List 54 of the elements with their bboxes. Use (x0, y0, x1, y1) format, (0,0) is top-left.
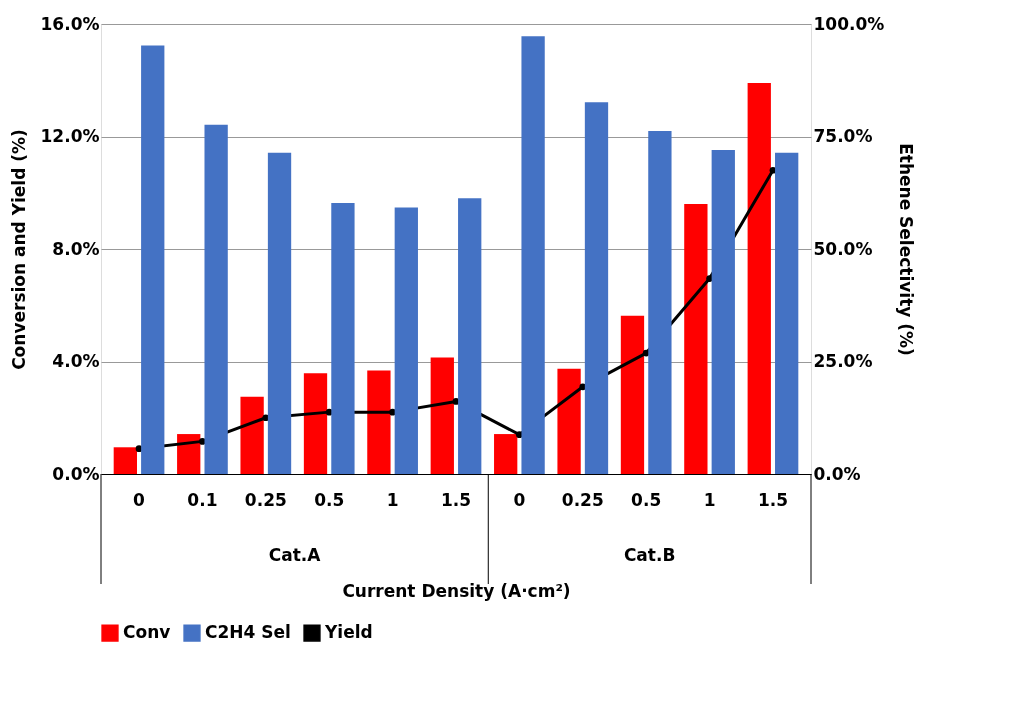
y-tick-label: 16.0% (40, 13, 100, 34)
x-tick-label: 1.5 (757, 489, 789, 510)
bar (303, 373, 328, 474)
point (452, 398, 460, 405)
legend-label: Conv (123, 622, 171, 643)
y2-tick-label: 50.0% (813, 238, 873, 259)
x-tick-label: 0.25 (561, 489, 604, 510)
x-tick-label: 0.1 (187, 489, 218, 510)
point (389, 408, 396, 416)
bar (331, 203, 355, 474)
bar (557, 368, 581, 474)
y-tick-label: 4.0% (52, 351, 100, 371)
bar (458, 198, 482, 474)
x-tick-label: 1 (703, 489, 716, 510)
bar (367, 370, 391, 474)
bar (648, 131, 672, 474)
bar (113, 447, 137, 474)
bar (204, 124, 228, 474)
y2-tick-label: 25.0% (813, 351, 873, 371)
x-tick-label: 0 (133, 489, 146, 510)
y-tick-label: 0.0% (52, 463, 100, 484)
bar (494, 434, 518, 474)
y-tick-label: 12.0% (40, 126, 100, 146)
bar (620, 315, 645, 474)
bar (394, 207, 418, 474)
bar (711, 150, 735, 474)
text: Cat.B (623, 545, 676, 565)
x-tick-label: 0.5 (314, 489, 345, 510)
bar (267, 152, 292, 474)
x-tick-label: 1 (386, 489, 399, 510)
bar (177, 434, 201, 474)
bar (521, 36, 545, 474)
y2-tick-label: 75.0% (813, 126, 873, 146)
bar (141, 45, 165, 474)
legend-label: Yield (324, 622, 373, 643)
point (706, 275, 713, 282)
bar (775, 152, 799, 474)
x-tick-label: 0.25 (244, 489, 287, 510)
y2-tick-label: 0.0% (813, 463, 861, 484)
x-tick-label: 1.5 (440, 489, 472, 510)
text: Cat.A (268, 545, 322, 565)
x-axis-title: Current Density (A·cm²) (342, 580, 571, 601)
y2-axis-title: Ethene Selectivity (%) (896, 143, 917, 356)
y-tick-label: 8.0% (52, 238, 100, 259)
y2-tick-label: 100.0% (813, 13, 885, 34)
bar (747, 83, 771, 474)
x-tick-label: 0 (513, 489, 526, 510)
bar (240, 396, 264, 474)
bar (430, 357, 454, 474)
bar (584, 102, 609, 474)
bar (684, 204, 708, 474)
y-axis-title: Conversion and Yield (%) (8, 129, 29, 370)
x-tick-label: 0.5 (631, 489, 662, 510)
legend-label: C2H4 Sel (205, 622, 291, 643)
